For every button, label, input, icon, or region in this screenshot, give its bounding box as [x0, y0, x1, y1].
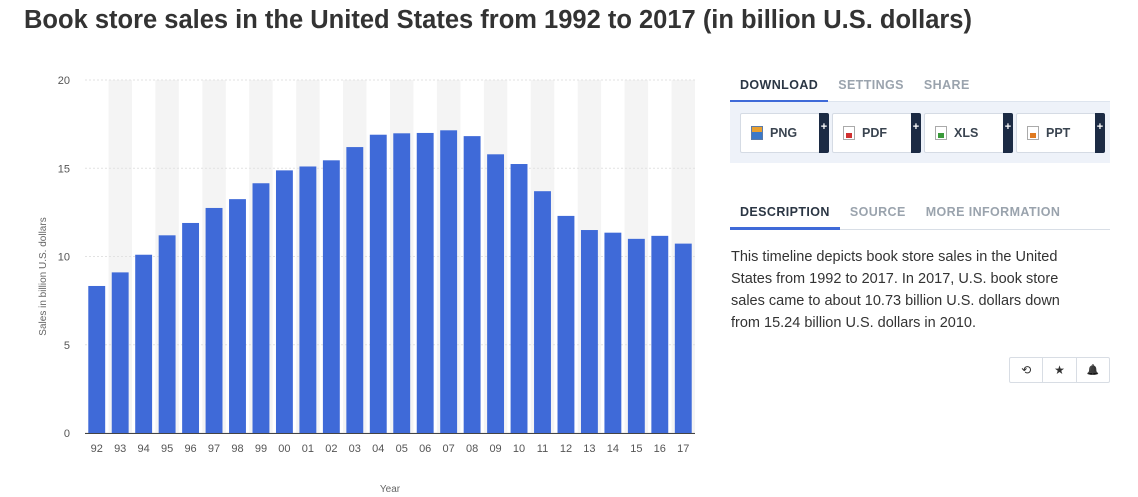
bar-94[interactable]: [135, 254, 153, 433]
download-label: XLS: [954, 126, 979, 140]
png-file-icon: [751, 126, 763, 140]
x-tick-label: 16: [654, 443, 666, 455]
x-tick-label: 11: [537, 443, 548, 455]
bar-08[interactable]: [463, 136, 481, 433]
download-label: PPT: [1046, 126, 1071, 140]
tab-source[interactable]: SOURCE: [849, 205, 906, 219]
bar-11[interactable]: [534, 191, 551, 433]
tab-description[interactable]: DESCRIPTION: [730, 205, 840, 230]
x-tick-label: 09: [489, 443, 501, 455]
download-options-plus-button[interactable]: +: [911, 113, 921, 153]
bar-98[interactable]: [229, 199, 246, 433]
x-tick-label: 95: [161, 443, 173, 455]
bar-04[interactable]: [369, 134, 387, 433]
ppt-file-icon: [1027, 126, 1039, 140]
y-tick-label: 15: [58, 163, 70, 175]
page-title: Book store sales in the United States fr…: [24, 6, 972, 34]
x-tick-label: 98: [231, 443, 243, 455]
bar-00[interactable]: [275, 170, 293, 434]
x-tick-label: 02: [325, 443, 337, 455]
x-tick-label: 94: [138, 443, 150, 455]
bar-14[interactable]: [604, 232, 622, 433]
chart-description: This timeline depicts book store sales i…: [731, 249, 1060, 331]
download-label: PDF: [862, 126, 887, 140]
download-label: PNG: [770, 126, 798, 140]
download-xls-button[interactable]: XLS +: [924, 113, 1013, 153]
bar-93[interactable]: [111, 272, 129, 433]
x-tick-label: 03: [349, 443, 361, 455]
star-icon: ★: [1054, 363, 1065, 377]
x-tick-label: 12: [560, 443, 572, 455]
bar-97[interactable]: [205, 207, 223, 433]
x-tick-label: 92: [91, 443, 103, 455]
download-tabs: DOWNLOAD SETTINGS SHARE: [730, 78, 1110, 103]
star-button[interactable]: ★: [1043, 358, 1077, 382]
x-tick-label: 99: [255, 443, 267, 455]
bar-17[interactable]: [674, 243, 692, 433]
bell-button[interactable]: 🔔: [1077, 358, 1109, 382]
bar-15[interactable]: [627, 238, 645, 433]
chart-area: 0 5 10 15 20 92 93 94 95 96 97 98 99 00 01 02 03 04 05 06 07…: [0, 60, 720, 497]
tab-more-information[interactable]: MORE INFORMATION: [925, 205, 1061, 219]
x-tick-label: 15: [630, 443, 642, 455]
bar-09[interactable]: [487, 154, 505, 433]
y-tick-label: 20: [58, 75, 70, 87]
bar-01[interactable]: [299, 166, 317, 434]
download-options-plus-button[interactable]: +: [1003, 113, 1013, 153]
y-tick-label: 10: [58, 252, 70, 264]
y-tick-label: 0: [64, 428, 70, 440]
tab-settings[interactable]: SETTINGS: [838, 78, 904, 92]
info-tabs: DESCRIPTION SOURCE MORE INFORMATION: [730, 205, 1110, 230]
x-tick-label: 08: [466, 443, 478, 455]
bar-92[interactable]: [88, 285, 106, 433]
y-tick-label: 5: [64, 340, 70, 352]
history-button[interactable]: ⟲: [1010, 358, 1044, 382]
bar-06[interactable]: [416, 132, 434, 433]
bar-07[interactable]: [440, 130, 458, 433]
x-tick-label: 05: [396, 443, 408, 455]
x-tick-label: 13: [583, 443, 595, 455]
y-axis-title: Sales in billion U.S. dollars: [38, 217, 49, 335]
bar-95[interactable]: [158, 235, 176, 433]
x-tick-label: 06: [419, 443, 431, 455]
bar-10[interactable]: [510, 164, 528, 433]
bar-99[interactable]: [252, 183, 270, 433]
x-tick-label: 00: [278, 443, 290, 455]
download-panel: PNG + PDF + XLS + PPT +: [730, 102, 1110, 163]
bar-16[interactable]: [651, 235, 669, 433]
x-tick-label: 14: [607, 443, 619, 455]
x-tick-label: 93: [114, 443, 126, 455]
tab-download[interactable]: DOWNLOAD: [730, 78, 829, 103]
x-tick-label: 17: [677, 443, 689, 455]
x-axis-title: Year: [380, 484, 401, 495]
bar-05[interactable]: [393, 133, 411, 433]
download-options-plus-button[interactable]: +: [819, 113, 829, 153]
bell-icon: 🔔: [1086, 364, 1100, 376]
x-tick-label: 04: [372, 443, 384, 455]
bar-13[interactable]: [580, 230, 598, 433]
x-tick-label: 96: [184, 443, 196, 455]
x-tick-label: 97: [208, 443, 220, 455]
bar-02[interactable]: [322, 160, 340, 433]
download-png-button[interactable]: PNG +: [740, 113, 829, 153]
tab-share[interactable]: SHARE: [923, 78, 970, 92]
bar-96[interactable]: [182, 222, 200, 433]
download-ppt-button[interactable]: PPT +: [1016, 113, 1105, 153]
bar-12[interactable]: [557, 215, 575, 433]
x-tick-label: 10: [513, 443, 525, 455]
history-icon: ⟲: [1021, 363, 1032, 377]
pdf-file-icon: [843, 126, 855, 140]
download-options-plus-button[interactable]: +: [1095, 113, 1105, 153]
bar-03[interactable]: [346, 147, 364, 433]
x-tick-label: 01: [302, 443, 314, 455]
xls-file-icon: [935, 126, 947, 140]
action-bar: ⟲ ★ 🔔: [1009, 357, 1110, 383]
x-tick-label: 07: [443, 443, 455, 455]
download-pdf-button[interactable]: PDF +: [832, 113, 921, 153]
